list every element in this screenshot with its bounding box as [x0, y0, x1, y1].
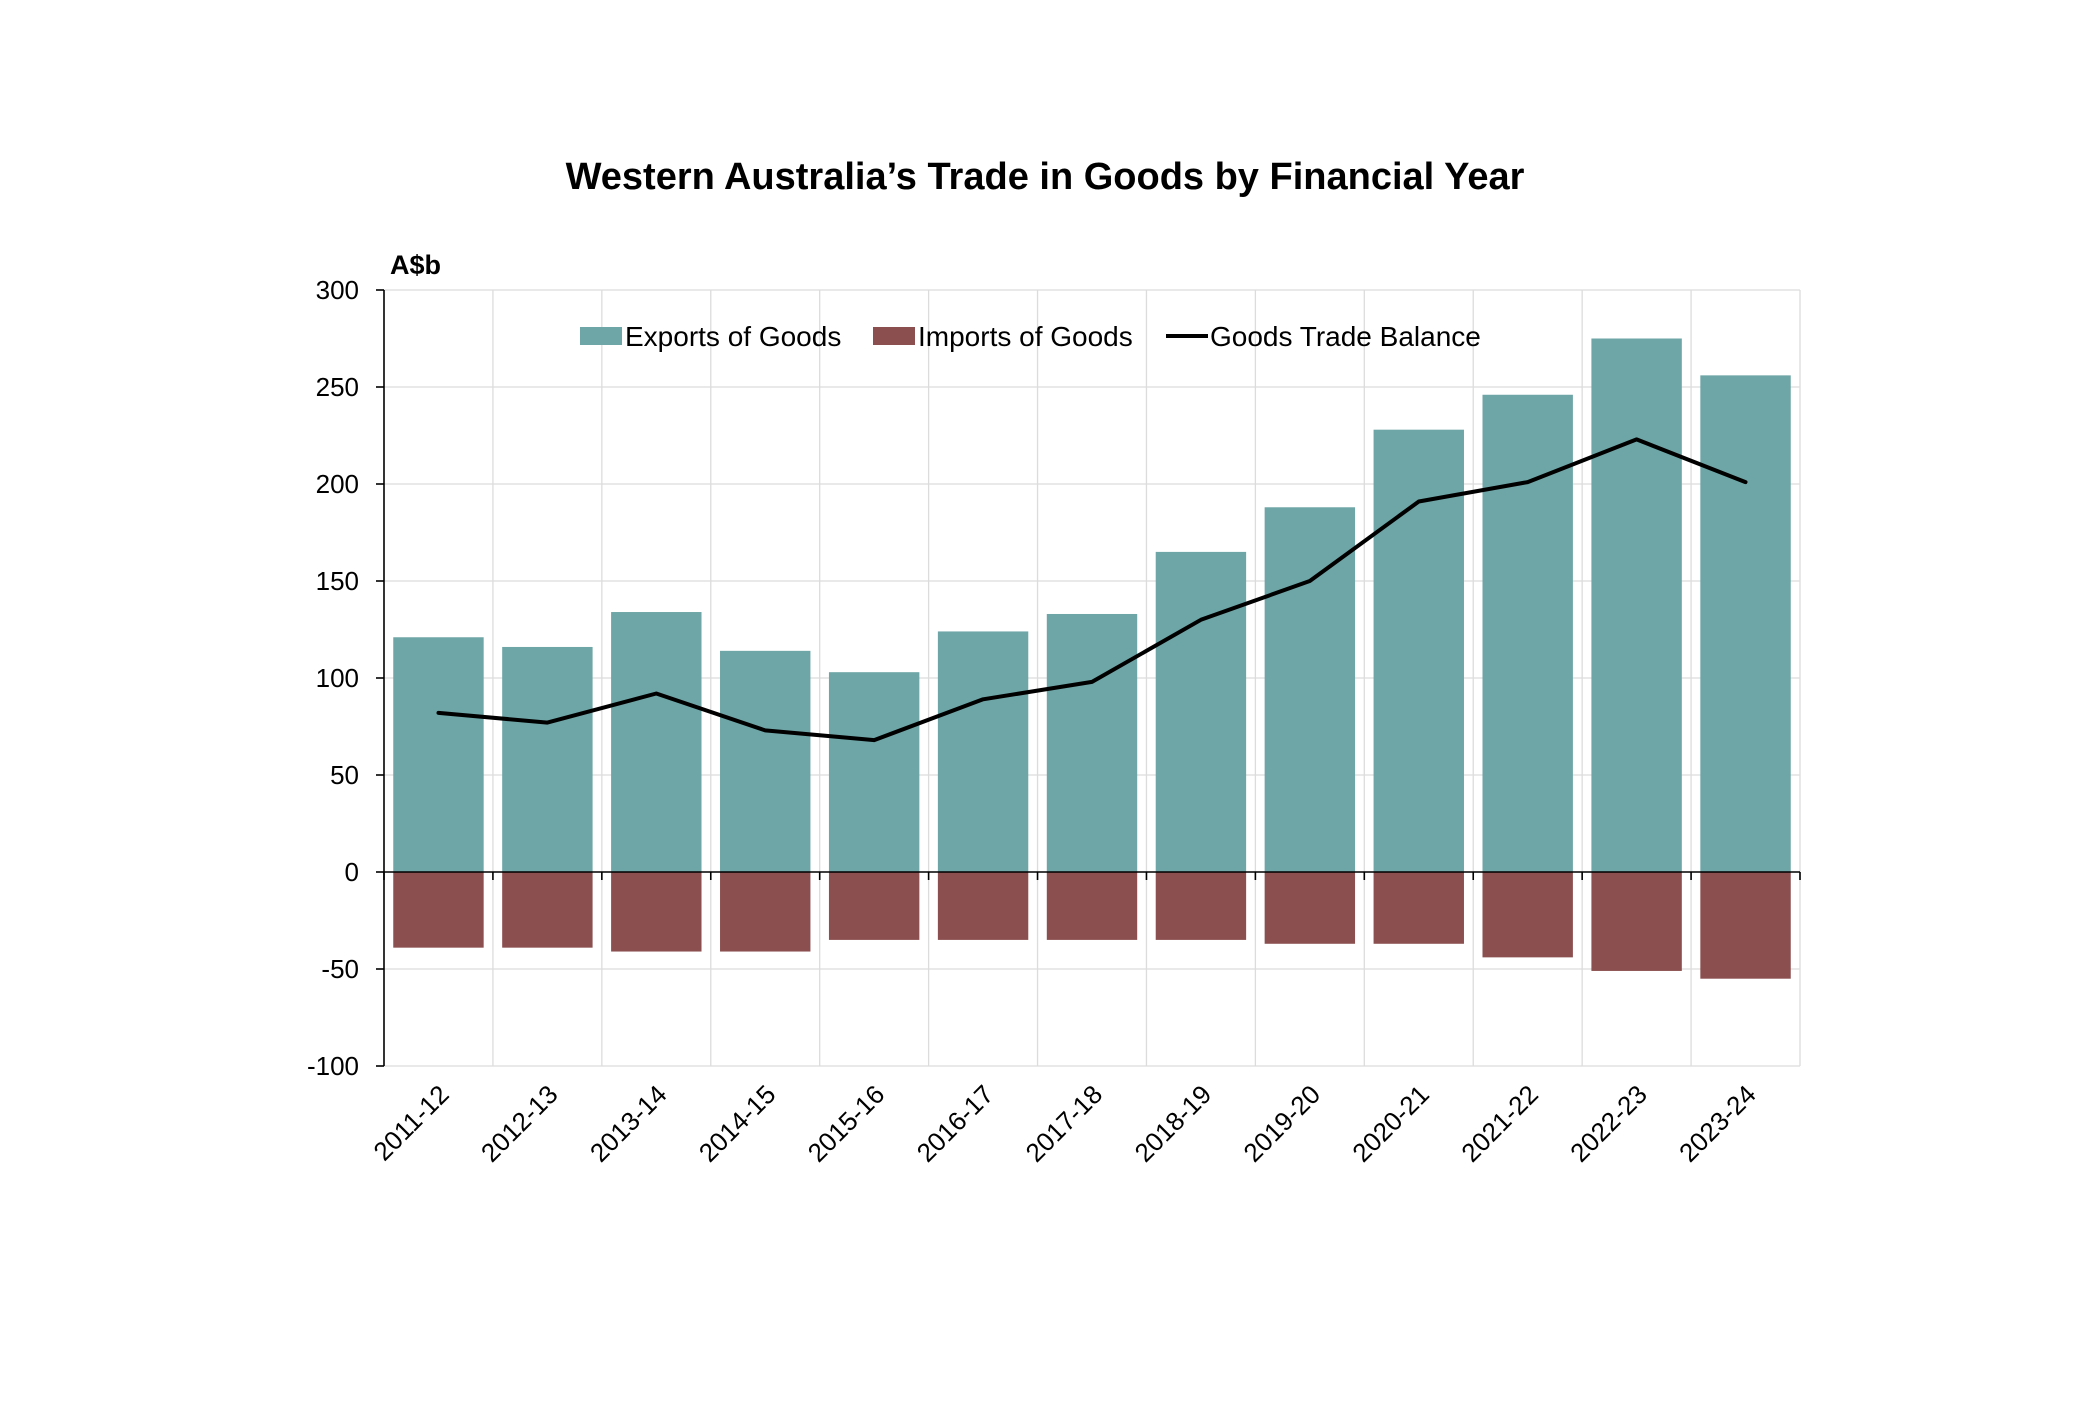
exports-bar	[1264, 507, 1356, 872]
imports-bar	[393, 872, 484, 948]
legend-exports-swatch	[580, 327, 622, 345]
imports-bar	[1155, 872, 1247, 940]
exports-bar	[720, 650, 811, 872]
chart-title: Western Australia’s Trade in Goods by Fi…	[566, 156, 1525, 198]
imports-bar	[720, 872, 811, 952]
goods-trade-balance-line	[436, 437, 1748, 743]
y-tick-label: -50	[321, 954, 359, 984]
x-tick-label: 2019-20	[1237, 1079, 1326, 1168]
exports-bar	[1591, 338, 1682, 872]
imports-bar	[1264, 872, 1356, 944]
x-tick-label: 2023-24	[1673, 1079, 1762, 1168]
y-tick-label: 250	[316, 372, 359, 402]
x-tick-labels: 2011-12 2012-13 2013-14 2014-15 2015-16 2016-…	[367, 1079, 1761, 1168]
x-tick-label: 2012-13	[475, 1079, 564, 1168]
exports-bar	[502, 646, 593, 872]
x-tick-label: 2017-18	[1020, 1079, 1109, 1168]
exports-bar	[937, 631, 1029, 872]
imports-bar	[937, 872, 1029, 940]
legend-balance-label: Goods Trade Balance	[1210, 321, 1481, 352]
imports-bar	[1700, 872, 1791, 979]
x-tick-label: 2018-19	[1128, 1079, 1217, 1168]
x-tick-label: 2021-22	[1455, 1079, 1544, 1168]
legend-imports-label: Imports of Goods	[918, 321, 1133, 352]
axes	[376, 289, 1801, 1067]
balance-line-layer	[436, 437, 1748, 743]
bars	[393, 338, 1791, 979]
imports-bar	[1482, 872, 1573, 958]
exports-bar	[828, 672, 920, 872]
x-tick-label: 2014-15	[693, 1079, 782, 1168]
legend-imports-swatch	[873, 327, 915, 345]
imports-bar	[502, 872, 593, 948]
y-tick-label: -100	[307, 1051, 359, 1081]
legend-exports-label: Exports of Goods	[625, 321, 841, 352]
exports-bar	[1155, 551, 1247, 872]
legend: Exports of Goods Imports of Goods Goods Tr…	[580, 321, 1481, 352]
y-tick-label: 0	[345, 857, 359, 887]
y-axis-unit-label: A$b	[390, 250, 441, 280]
exports-bar	[1046, 613, 1138, 872]
imports-bar	[1373, 872, 1464, 944]
exports-bar	[1700, 375, 1791, 872]
exports-bar	[393, 637, 484, 872]
x-tick-label: 2011-12	[367, 1079, 454, 1166]
imports-bar	[611, 872, 702, 952]
y-tick-label: 100	[316, 663, 359, 693]
y-tick-label: 300	[316, 275, 359, 305]
y-tick-labels: 300 250 200 150 100 50 0 -50 -100	[307, 275, 359, 1081]
y-tick-label: 150	[316, 566, 359, 596]
x-tick-label: 2015-16	[802, 1079, 891, 1168]
y-tick-label: 200	[316, 469, 359, 499]
imports-bar	[1046, 872, 1138, 940]
y-tick-label: 50	[330, 760, 359, 790]
imports-bar	[1591, 872, 1682, 971]
x-tick-label: 2022-23	[1564, 1079, 1653, 1168]
exports-bar	[1482, 394, 1573, 872]
exports-bar	[611, 612, 702, 872]
x-tick-label: 2016-17	[911, 1079, 1000, 1168]
imports-bar	[828, 872, 920, 940]
x-tick-label: 2013-14	[584, 1079, 673, 1168]
x-tick-label: 2020-21	[1346, 1079, 1435, 1168]
